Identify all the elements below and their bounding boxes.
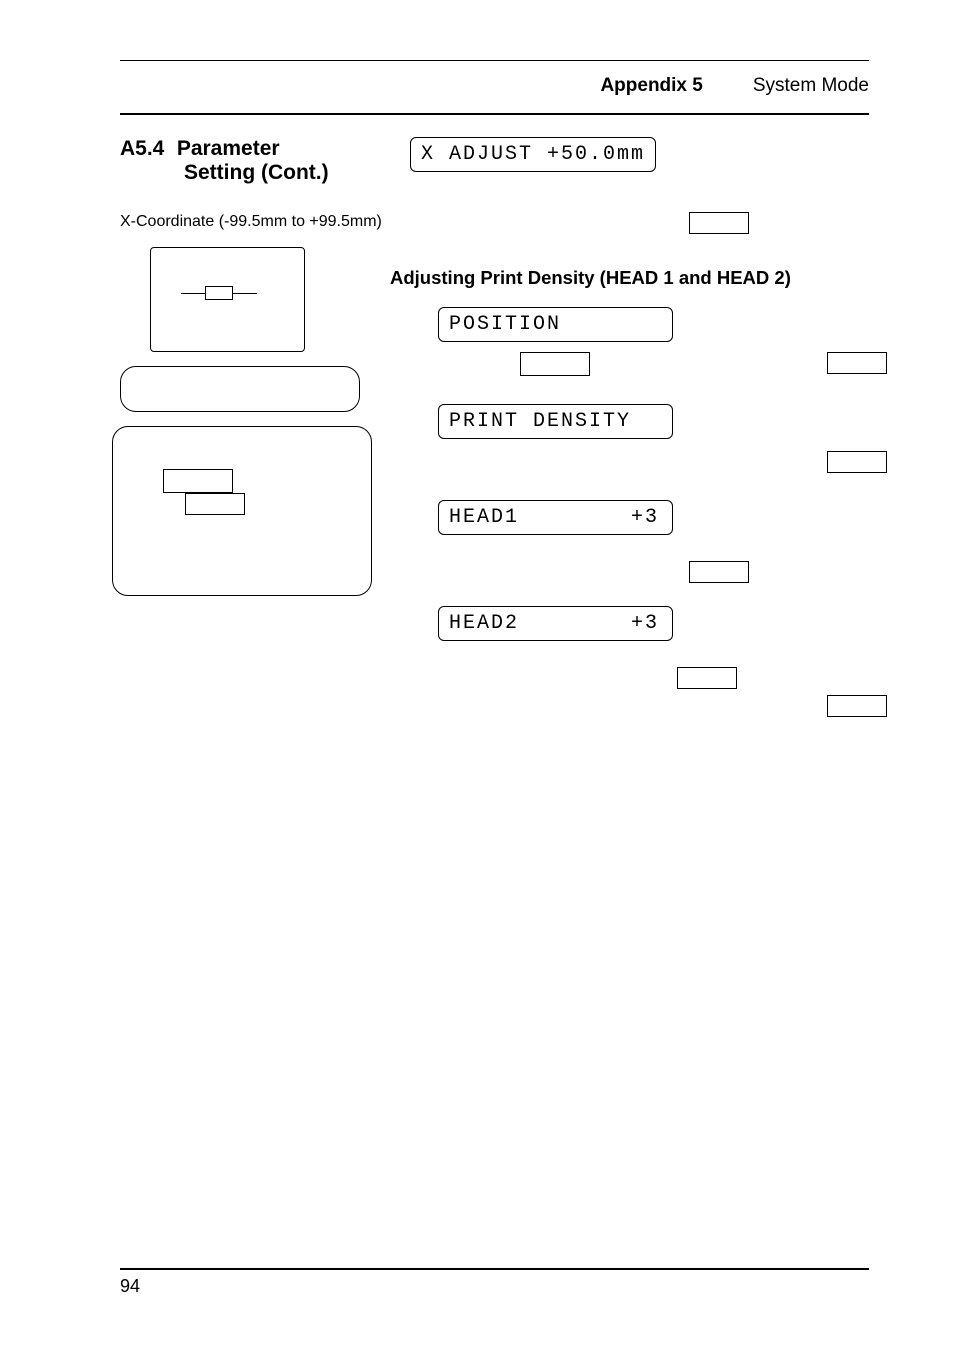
row-head2: HEAD2 +3: [438, 606, 869, 641]
row-box-1: [410, 212, 869, 239]
placeholder-box-1: [689, 212, 749, 234]
section-number: A5.4: [120, 137, 164, 161]
lcd-x-adjust: X ADJUST +50.0mm: [410, 137, 656, 172]
header-title: System Mode: [753, 75, 869, 97]
placeholder-box-5a: [677, 667, 737, 689]
page-container: Appendix 5 System Mode A5.4 Parameter Se…: [0, 0, 954, 1351]
row-box-5: [410, 667, 869, 717]
row-x-adjust: X ADJUST +50.0mm: [410, 137, 869, 172]
row-print-density: PRINT DENSITY: [438, 404, 869, 439]
row-position: POSITION: [438, 307, 869, 342]
footer: 94: [120, 1268, 869, 1297]
footer-rule: [120, 1268, 869, 1270]
arrow-rect-2: [185, 493, 245, 515]
coordinate-diagram: [150, 247, 305, 352]
row-box-2: [410, 352, 869, 376]
top-rule: [120, 60, 869, 61]
placeholder-box-3: [827, 451, 887, 473]
section-heading: A5.4 Parameter Setting (Cont.): [120, 137, 400, 185]
xcoord-label: X-Coordinate (-99.5mm to +99.5mm): [120, 213, 400, 231]
note-bubble: [120, 366, 360, 412]
section-title-line1: Parameter: [177, 137, 280, 161]
header-rule: [120, 113, 869, 115]
coord-rect: [205, 286, 233, 300]
row-head1: HEAD1 +3: [438, 500, 869, 535]
coord-inner: [181, 286, 257, 300]
placeholder-box-4: [689, 561, 749, 583]
row-box-3: [410, 451, 869, 478]
page-number: 94: [120, 1276, 869, 1297]
placeholder-box-2b: [827, 352, 887, 374]
row-box-4: [410, 561, 869, 588]
placeholder-box-5b: [827, 695, 887, 717]
placeholder-box-2a: [520, 352, 590, 376]
arrow-diagram: [112, 426, 372, 596]
subsection-heading: Adjusting Print Density (HEAD 1 and HEAD…: [390, 267, 869, 289]
lcd-head1: HEAD1 +3: [438, 500, 673, 535]
arrow-rect-1: [163, 469, 233, 493]
left-column: A5.4 Parameter Setting (Cont.) X-Coordin…: [120, 137, 400, 729]
lcd-head2: HEAD2 +3: [438, 606, 673, 641]
appendix-label: Appendix 5: [600, 75, 702, 97]
lcd-print-density: PRINT DENSITY: [438, 404, 673, 439]
coord-dash-right: [233, 293, 257, 294]
lcd-position: POSITION: [438, 307, 673, 342]
running-header: Appendix 5 System Mode: [120, 75, 869, 97]
section-title-line2: Setting (Cont.): [184, 161, 329, 185]
coord-dash-left: [181, 293, 205, 294]
content-area: A5.4 Parameter Setting (Cont.) X-Coordin…: [120, 137, 869, 729]
right-column: X ADJUST +50.0mm Adjusting Print Density…: [410, 137, 869, 729]
